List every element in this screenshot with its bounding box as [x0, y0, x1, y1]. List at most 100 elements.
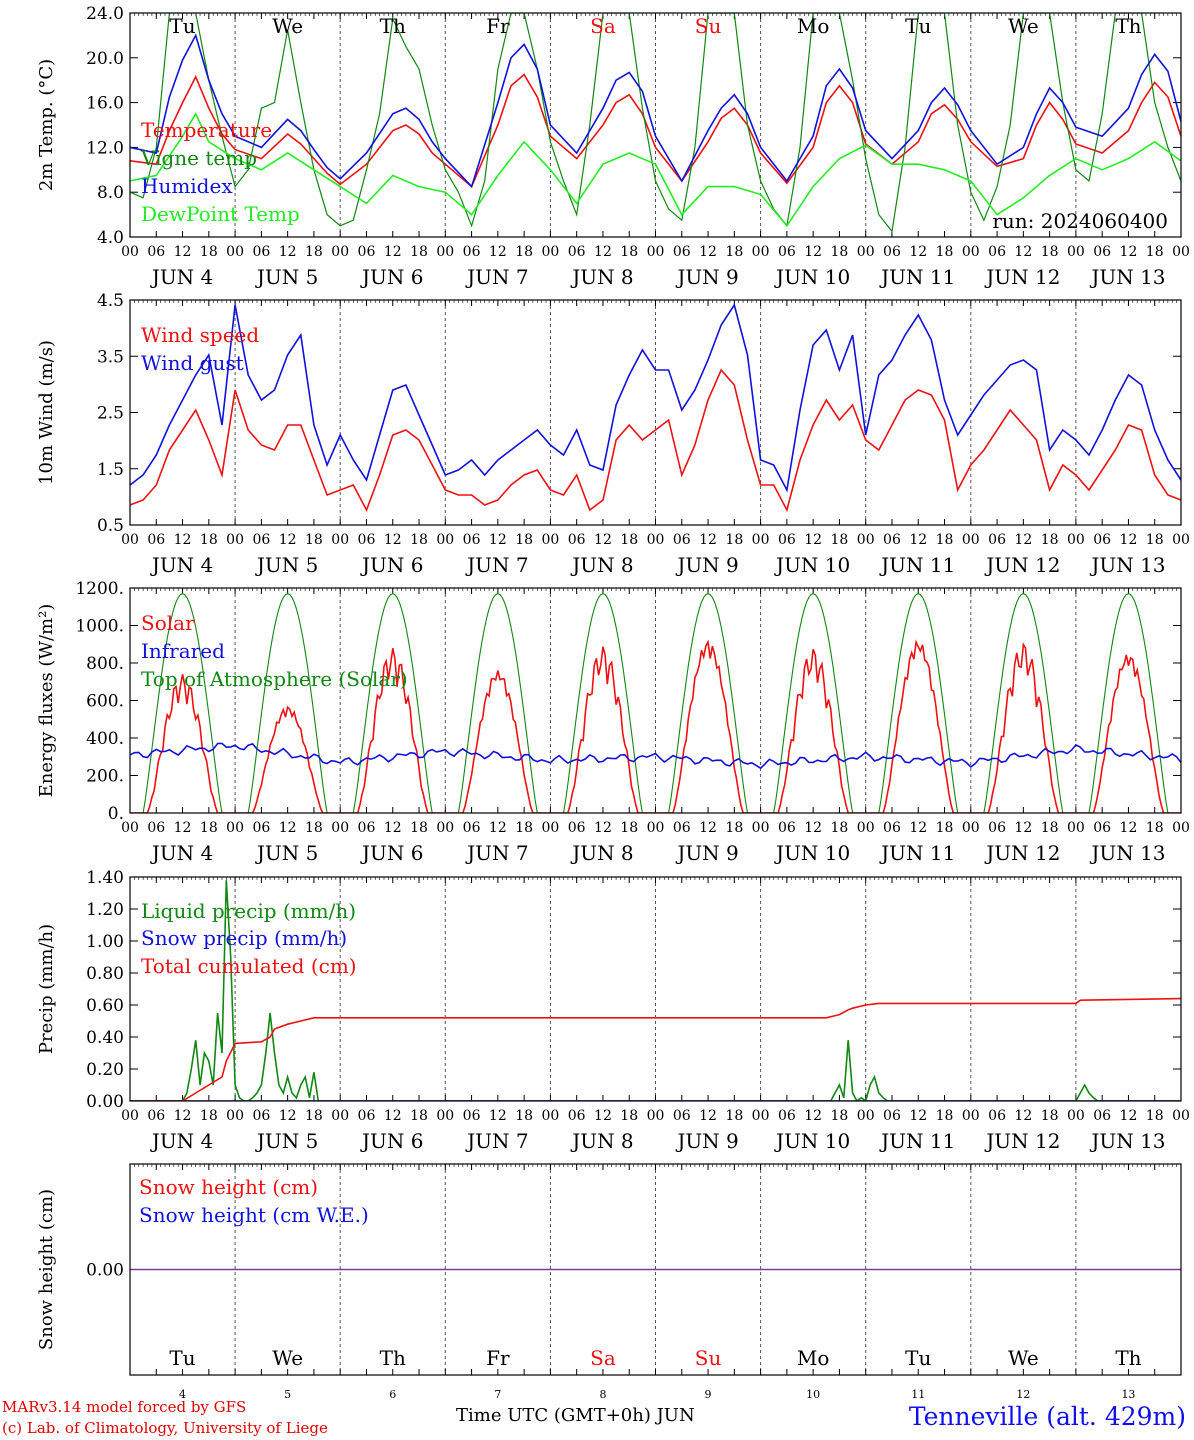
hour-tick-label: 06	[883, 820, 901, 836]
hour-tick-label: 06	[463, 532, 481, 548]
hour-tick-label: 12	[489, 532, 507, 548]
hour-tick-label: 00	[226, 532, 244, 548]
y-tick-label: 1.00	[86, 932, 124, 952]
date-label: JUN 5	[255, 841, 318, 865]
hour-tick-label: 12	[384, 244, 402, 260]
hour-tick-label: 18	[515, 244, 533, 260]
date-label: JUN 7	[465, 265, 528, 289]
day-name-label: Tu	[169, 14, 195, 38]
hour-tick-label: 12	[174, 1108, 192, 1124]
date-label: JUN 13	[1089, 841, 1165, 865]
bottom-day-number: 9	[705, 1388, 712, 1401]
hour-tick-label: 00	[541, 244, 559, 260]
date-label: JUN 7	[465, 841, 528, 865]
hour-tick-label: 06	[147, 820, 165, 836]
hour-tick-label: 12	[279, 244, 297, 260]
date-label: JUN 8	[570, 553, 633, 577]
hour-tick-label: 06	[358, 1108, 376, 1124]
hour-tick-label: 06	[463, 1108, 481, 1124]
series-toa-solar	[130, 592, 1181, 813]
bottom-day-name: Sa	[590, 1346, 616, 1370]
hour-tick-label: 00	[857, 1108, 875, 1124]
bottom-day-name: Mo	[797, 1346, 830, 1370]
date-label: JUN 10	[774, 841, 850, 865]
hour-tick-label: 12	[174, 244, 192, 260]
hour-tick-label: 18	[831, 244, 849, 260]
hour-tick-label: 12	[174, 532, 192, 548]
hour-tick-label: 06	[1093, 820, 1111, 836]
date-label: JUN 9	[675, 1129, 738, 1153]
date-label: JUN 12	[984, 841, 1060, 865]
hour-tick-label: 06	[988, 244, 1006, 260]
hour-tick-label: 06	[568, 244, 586, 260]
series-infrared	[130, 742, 1181, 770]
date-label: JUN 13	[1089, 1129, 1165, 1153]
bottom-day-name: We	[1008, 1346, 1039, 1370]
series-vigne-temp	[130, 13, 1181, 233]
hour-tick-label: 00	[1067, 820, 1085, 836]
date-label: JUN 12	[984, 265, 1060, 289]
hour-tick-label: 12	[489, 820, 507, 836]
hour-tick-label: 06	[1093, 1108, 1111, 1124]
y-tick-label: 400.	[86, 729, 124, 749]
date-label: JUN 6	[360, 265, 423, 289]
legend-entry: Temperature	[141, 118, 272, 142]
legend-entry: Liquid precip (mm/h)	[141, 899, 356, 923]
hour-tick-label: 12	[384, 820, 402, 836]
y-axis-label: 2m Temp. (°C)	[36, 59, 57, 191]
hour-tick-label: 00	[226, 1108, 244, 1124]
hour-tick-label: 12	[909, 820, 927, 836]
hour-tick-label: 18	[200, 1108, 218, 1124]
hour-tick-label: 18	[410, 244, 428, 260]
hour-tick-label: 06	[673, 532, 691, 548]
legend-entry: Wind speed	[141, 323, 259, 347]
y-tick-label: 0.00	[86, 1092, 124, 1112]
y-axis-label: Precip (mm/h)	[36, 924, 57, 1054]
hour-tick-label: 00	[647, 1108, 665, 1124]
hour-tick-label: 00	[331, 1108, 349, 1124]
series-temperature	[130, 73, 1181, 188]
date-label: JUN 12	[984, 1129, 1060, 1153]
day-name-label: Tu	[905, 14, 931, 38]
hour-tick-label: 00	[121, 820, 139, 836]
series-dewpoint-temp	[130, 112, 1181, 228]
hour-tick-label: 12	[804, 532, 822, 548]
hour-tick-label: 00	[647, 532, 665, 548]
panel-frame	[129, 299, 1182, 526]
y-tick-label: 800.	[86, 654, 124, 674]
run-label: run: 2024060400	[992, 209, 1168, 233]
hour-tick-label: 00	[541, 1108, 559, 1124]
hour-tick-label: 18	[1146, 244, 1164, 260]
hour-tick-label: 06	[358, 820, 376, 836]
date-label: JUN 9	[675, 265, 738, 289]
y-tick-label: 3.5	[97, 347, 124, 367]
hour-tick-label: 18	[410, 820, 428, 836]
hour-tick-label: 06	[147, 1108, 165, 1124]
hour-tick-label: 18	[1041, 244, 1059, 260]
hour-tick-label: 18	[515, 532, 533, 548]
panel-5: 0.00 Snow height (cm) Snow height (cm) Snow…	[36, 1163, 1182, 1376]
hour-tick-label: 00	[226, 820, 244, 836]
date-label: JUN 10	[774, 265, 850, 289]
day-name-label: Fr	[486, 14, 510, 38]
date-label: JUN 6	[360, 841, 423, 865]
legend-entry: Top of Atmosphere (Solar)	[141, 667, 408, 691]
hour-tick-label: 00	[1172, 244, 1190, 260]
date-label: JUN 13	[1089, 553, 1165, 577]
bottom-day-number: 13	[1121, 1388, 1135, 1401]
y-tick-label: 1200.	[75, 579, 124, 599]
hour-tick-label: 00	[1067, 532, 1085, 548]
hour-tick-label: 06	[568, 820, 586, 836]
y-tick-label: 4.5	[97, 291, 124, 311]
series-solar	[130, 639, 1181, 813]
legend-entry: Vigne temp	[140, 146, 257, 170]
hour-tick-label: 18	[725, 532, 743, 548]
hour-tick-label: 00	[857, 820, 875, 836]
hour-tick-label: 18	[410, 532, 428, 548]
hour-tick-label: 00	[436, 244, 454, 260]
hour-tick-label: 12	[909, 244, 927, 260]
bottom-day-number: 11	[911, 1388, 925, 1401]
hour-tick-label: 00	[857, 532, 875, 548]
day-name-label: Th	[380, 14, 406, 38]
legend-entry: Total cumulated (cm)	[141, 954, 357, 978]
